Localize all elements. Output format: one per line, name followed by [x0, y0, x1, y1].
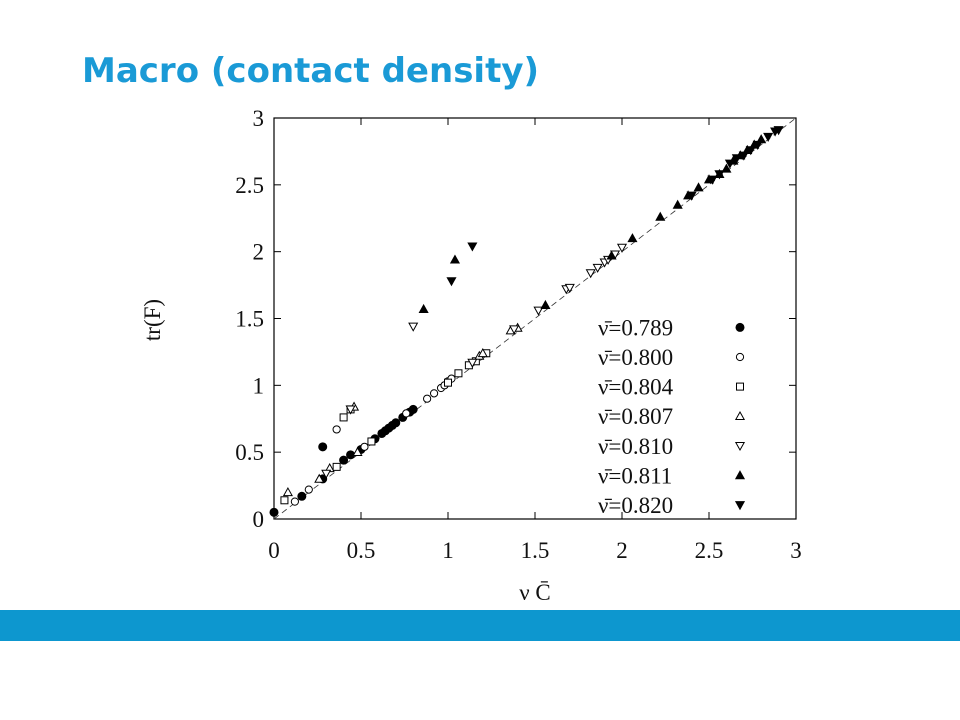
data-point — [627, 233, 638, 243]
legend-marker — [735, 322, 745, 332]
data-point — [290, 497, 299, 506]
legend-label: ν̄=0.811 — [598, 463, 672, 488]
legend-label: ν̄=0.810 — [598, 434, 673, 459]
x-axis-label: ν C̄ — [519, 580, 551, 605]
y-axis-label: tr(F) — [140, 299, 165, 341]
y-tick-label: 1 — [253, 373, 265, 398]
y-tick-label: 2.5 — [235, 173, 264, 198]
y-tick-label: 0.5 — [235, 440, 264, 465]
data-point — [616, 243, 628, 253]
data-point — [564, 283, 575, 293]
legend-label: ν̄=0.804 — [598, 375, 674, 400]
data-point — [721, 163, 732, 173]
data-point — [592, 263, 603, 273]
x-tick-label: 2.5 — [695, 538, 724, 563]
data-point — [714, 170, 725, 180]
x-tick-label: 1 — [442, 538, 454, 563]
legend-marker — [734, 410, 746, 421]
data-point — [332, 425, 341, 434]
legend-label: ν̄=0.820 — [598, 493, 673, 518]
data-point — [423, 394, 432, 403]
data-point — [282, 487, 293, 497]
data-point — [418, 303, 429, 314]
data-point — [724, 159, 735, 169]
data-point — [585, 269, 596, 279]
footer-band — [0, 610, 960, 641]
data-point — [402, 409, 411, 418]
data-point — [731, 154, 742, 164]
data-point — [297, 491, 307, 501]
legend-marker — [734, 441, 746, 452]
data-point — [352, 446, 363, 457]
x-tick-label: 0.5 — [347, 538, 376, 563]
x-tick-label: 0 — [268, 538, 280, 563]
y-tick-label: 3 — [253, 106, 265, 131]
data-point — [655, 211, 666, 221]
data-point — [738, 151, 749, 161]
legend-label: ν̄=0.789 — [598, 315, 673, 340]
y-tick-label: 2 — [253, 240, 265, 265]
data-point — [339, 455, 349, 465]
data-point — [467, 358, 478, 368]
data-point — [339, 413, 348, 422]
legend-marker — [734, 470, 746, 480]
data-point — [360, 442, 369, 451]
data-point — [707, 175, 718, 185]
data-point — [477, 348, 488, 358]
data-point — [752, 140, 763, 150]
data-point — [509, 325, 520, 335]
y-tick-label: 0 — [253, 507, 265, 532]
data-point — [269, 507, 279, 517]
data-point — [672, 199, 683, 209]
x-tick-label: 2 — [616, 538, 628, 563]
data-point — [367, 437, 376, 446]
legend-marker — [735, 352, 745, 362]
y-tick-label: 1.5 — [235, 307, 264, 332]
legend-marker — [734, 501, 746, 511]
x-tick-label: 3 — [790, 538, 802, 563]
data-point — [280, 496, 289, 505]
data-point — [345, 405, 356, 415]
legend-marker — [736, 382, 744, 391]
data-point — [314, 473, 325, 483]
data-point — [391, 418, 401, 428]
data-point — [318, 442, 328, 452]
data-point — [408, 322, 419, 332]
data-point — [449, 254, 461, 264]
data-point — [745, 146, 756, 156]
legend-label: ν̄=0.807 — [598, 404, 673, 429]
data-point — [763, 132, 774, 142]
data-point — [454, 369, 463, 378]
data-point — [773, 126, 784, 136]
data-point — [332, 462, 341, 471]
slide-title: Macro (contact density) — [82, 51, 539, 91]
data-point — [408, 404, 418, 414]
data-point — [304, 485, 313, 494]
data-point — [686, 191, 697, 201]
data-point — [540, 299, 551, 309]
data-point — [446, 277, 457, 287]
data-point — [467, 242, 478, 252]
data-point — [321, 469, 332, 479]
legend-label: ν̄=0.800 — [598, 345, 673, 370]
data-point — [606, 250, 617, 260]
x-tick-label: 1.5 — [521, 538, 550, 563]
data-point — [429, 389, 439, 398]
data-point — [693, 182, 704, 192]
data-point — [444, 378, 452, 387]
data-point — [533, 306, 544, 316]
